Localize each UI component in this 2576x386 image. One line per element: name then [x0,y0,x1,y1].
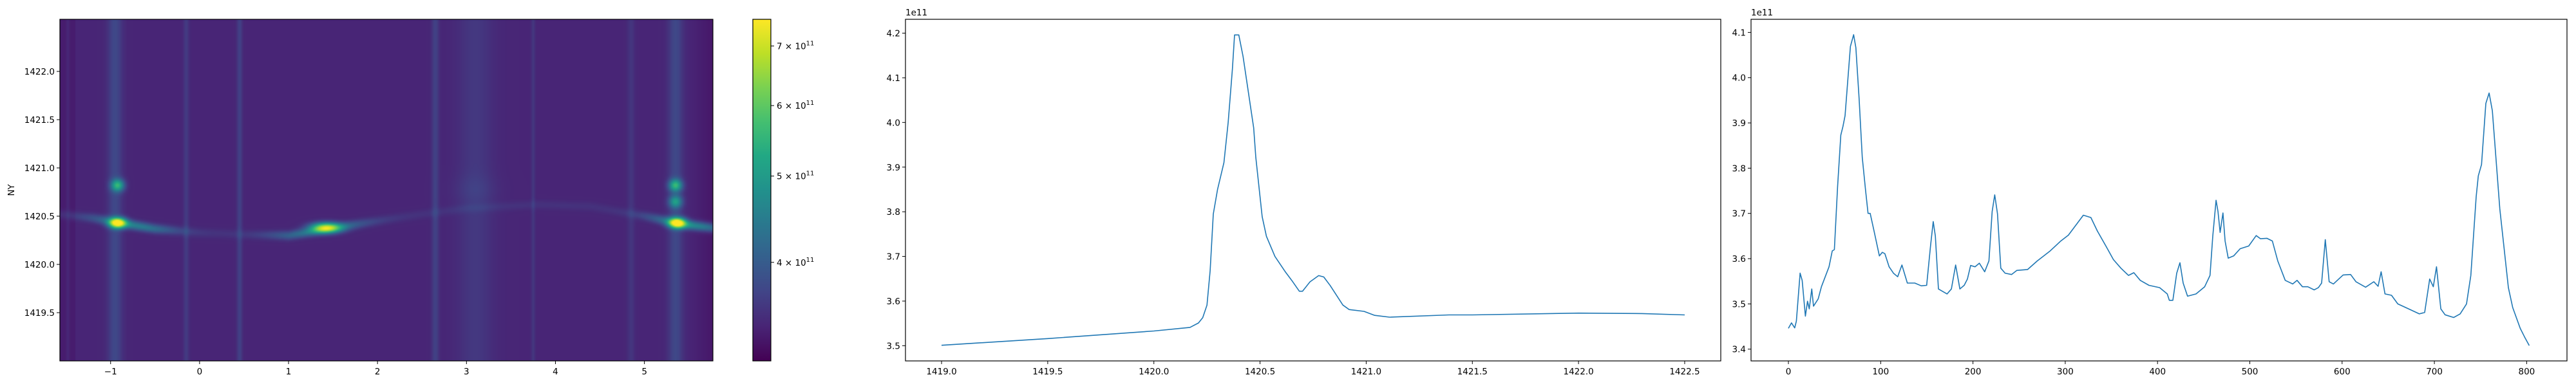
y-tick-label: 3.7 [1732,209,1746,219]
y-tick-label: 3.6 [887,297,900,307]
y-tick-label: 1419.5 [24,308,55,318]
colorbar-tick-exponent: 11 [806,170,815,178]
y-tick-label: 3.5 [1732,299,1746,309]
x-tick-label: 600 [2334,367,2351,377]
x-tick-label: 2 [375,367,381,377]
colorbar-tick-exponent: 11 [806,257,815,264]
y-axis-label: NY [6,184,17,196]
colorbar-tick-base: 7 × 10 [777,41,806,51]
x-tick-label: 400 [2149,367,2166,377]
y-tick-label: 4.2 [887,29,900,39]
y-tick-label: 1422.0 [24,67,55,77]
spectrum-line-panel: 1419.0 1419.5 1420.0 1420.5 1421.0 1421.5 1422… [887,8,1721,377]
y-tick-label: 1420.5 [24,212,55,222]
colorbar-tick-label: 7 × 1011 [777,40,814,51]
x-tick-label: 200 [1965,367,1982,377]
x-tick-label: −1 [104,367,117,377]
offset-text: 1e11 [905,8,927,18]
colorbar-tick-label: 5 × 1011 [777,170,814,182]
x-tick-label: 0 [1786,367,1792,377]
y-tick-label: 3.6 [1732,254,1746,264]
y-tick-label: 4.1 [887,73,900,84]
x-tick-label: 1421.0 [1351,367,1381,377]
x-tick-label: 3 [464,367,469,377]
x-tick-label: 1420.0 [1139,367,1169,377]
data-line [1788,34,2530,346]
y-tick-label: 3.9 [887,163,900,173]
colorbar-tick-base: 5 × 10 [777,172,806,182]
x-tick-label: 800 [2518,367,2535,377]
axes-frame [905,19,1721,362]
colorbar-tick-label: 6 × 1011 [777,100,814,111]
colorbar-gradient [752,19,772,362]
axes-frame [1750,19,2568,362]
x-tick-label: 500 [2242,367,2259,377]
x-tick-label: 1422.5 [1669,367,1700,377]
x-tick-label: 0 [197,367,203,377]
x-tick-label: 1419.0 [926,367,956,377]
x-tick-label: 1421.5 [1457,367,1488,377]
y-tick-label: 3.8 [887,207,900,217]
axes-frame [59,19,714,362]
heatmap-image [60,19,713,361]
x-tick-label: 100 [1872,367,1889,377]
x-tick-label: 4 [553,367,558,377]
heatmap-panel: −1 0 1 2 3 4 5 1419.5 1420.0 1420.5 1421.0 1421.5 14… [6,19,714,377]
colorbar-tick-base: 4 × 10 [777,258,806,268]
y-tick-label: 4.0 [1732,73,1746,84]
x-tick-label: 1419.5 [1032,367,1063,377]
y-tick-label: 3.9 [1732,118,1746,129]
y-tick-label: 1421.5 [24,115,55,125]
y-tick-label: 4.1 [1732,28,1746,38]
colorbar-tick-exponent: 11 [806,100,815,107]
y-tick-label: 3.7 [887,252,900,262]
colorbar-tick-label: 4 × 1011 [777,257,814,268]
y-tick-label: 3.8 [1732,163,1746,174]
x-tick-label: 5 [641,367,647,377]
x-tick-label: 1422.0 [1563,367,1593,377]
y-tick-label: 3.4 [1732,345,1746,355]
x-tick-label: 1 [286,367,292,377]
y-tick-label: 1420.0 [24,260,55,270]
x-tick-label: 1420.5 [1245,367,1275,377]
x-tick-label: 700 [2426,367,2443,377]
x-tick-label: 300 [2057,367,2074,377]
channel-line-panel: 0 100 200 300 400 500 600 700 800 3.4 3.5 3.6 3.7 3.8… [1732,8,2568,377]
y-tick-label: 1421.0 [24,163,55,174]
y-tick-label: 4.0 [887,118,900,128]
offset-text: 1e11 [1751,8,1773,18]
colorbar-tick-exponent: 11 [806,40,815,47]
y-tick-label: 3.5 [887,341,900,351]
colorbar-tick-base: 6 × 10 [777,101,806,111]
data-line [941,34,1685,346]
